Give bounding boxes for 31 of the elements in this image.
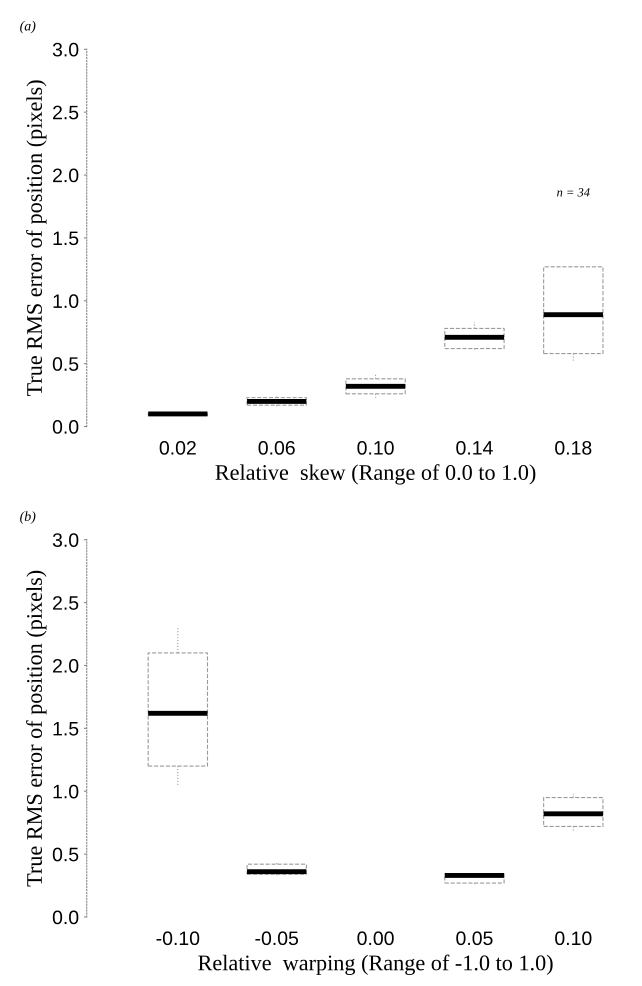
- y-tick-label: 1.5: [54, 722, 78, 736]
- x-tick-label: 0.10: [555, 931, 592, 946]
- annotation: n = 34: [557, 188, 590, 197]
- y-tick-label: 1.5: [54, 232, 78, 246]
- chart-title: (a): [20, 20, 36, 34]
- y-tick-label: 2.5: [53, 106, 78, 120]
- y-tick-label: 2.5: [53, 596, 78, 610]
- y-tick-label: 0.5: [52, 357, 78, 371]
- y-tick-label: 0.5: [52, 848, 78, 862]
- x-tick-label: 0.06: [258, 440, 295, 455]
- y-tick-label: 0.0: [52, 420, 78, 434]
- x-tick-label: 0.18: [555, 440, 592, 455]
- x-axis-title: Relative skew (Range of 0.0 to 1.0): [215, 464, 536, 485]
- x-tick-label: 0.02: [160, 440, 196, 455]
- x-tick-label: -0.05: [255, 931, 298, 946]
- x-tick-label: 0.05: [456, 931, 493, 946]
- y-tick-label: 2.0: [53, 658, 78, 673]
- x-tick-label: 0.00: [357, 931, 394, 946]
- x-tick-label: 0.14: [456, 440, 493, 455]
- y-tick-label: 2.0: [53, 168, 78, 182]
- chart-title: (b): [20, 511, 36, 524]
- y-axis-title: True RMS error of position (pixels): [26, 570, 47, 886]
- y-tick-label: 3.0: [52, 42, 78, 57]
- y-axis-title: True RMS error of position (pixels): [26, 80, 47, 396]
- x-tick-label: -0.10: [156, 931, 200, 946]
- x-tick-label: 0.10: [357, 440, 394, 455]
- y-tick-label: 1.0: [54, 294, 78, 308]
- x-axis-title: Relative warping (Range of -1.0 to 1.0): [198, 954, 553, 975]
- y-tick-label: 1.0: [54, 784, 78, 798]
- y-tick-label: 3.0: [52, 533, 78, 547]
- y-tick-label: 0.0: [52, 910, 78, 924]
